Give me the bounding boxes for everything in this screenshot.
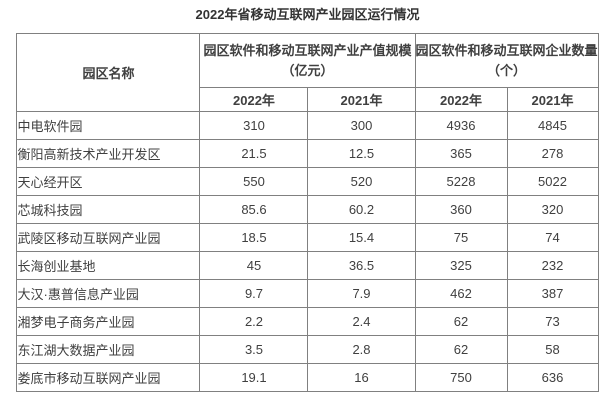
value-cell: 2.2 [199,307,309,336]
value-cell: 36.5 [307,251,416,280]
value-cell: 5022 [506,167,599,196]
table-row: 东江湖大数据产业园 3.5 2.8 62 58 [16,335,599,364]
value-cell: 360 [414,195,508,224]
value-cell: 45 [199,251,309,280]
value-cell: 85.6 [199,195,309,224]
park-name-cell: 芯城科技园 [16,195,201,224]
park-name-cell: 大汉·惠普信息产业园 [16,279,201,308]
value-cell: 320 [506,195,599,224]
header-year-count-2021: 2021年 [506,87,599,112]
header-year-row: 2022年 2021年 2022年 2021年 [17,87,599,112]
table-row: 中电软件园 310 300 4936 4845 [16,111,599,140]
page-title: 2022年省移动互联网产业园区运行情况 [195,7,420,22]
value-cell: 4845 [506,111,599,140]
park-name-cell: 武陵区移动互联网产业园 [16,223,201,252]
park-name-cell: 湘梦电子商务产业园 [16,307,201,336]
table-row: 天心经开区 550 520 5228 5022 [16,167,599,196]
value-cell: 520 [307,167,416,196]
header-enterprise-count-group: 园区软件和移动互联网企业数量（个） [414,33,599,88]
header-year-output-2021: 2021年 [307,87,416,112]
value-cell: 21.5 [199,139,309,168]
value-cell: 15.4 [307,223,416,252]
value-cell: 2.4 [307,307,416,336]
value-cell: 750 [414,363,508,392]
parks-table: 园区名称 园区软件和移动互联网产业产值规模（亿元） 园区软件和移动互联网企业数量… [16,33,599,392]
park-name-cell: 中电软件园 [16,111,201,140]
table-row: 大汉·惠普信息产业园 9.7 7.9 462 387 [16,279,599,308]
table-row: 衡阳高新技术产业开发区 21.5 12.5 365 278 [16,139,599,168]
value-cell: 73 [506,307,599,336]
value-cell: 636 [506,363,599,392]
value-cell: 325 [414,251,508,280]
value-cell: 310 [199,111,309,140]
value-cell: 7.9 [307,279,416,308]
value-cell: 62 [414,335,508,364]
header-year-count-2022: 2022年 [414,87,508,112]
park-name-cell: 衡阳高新技术产业开发区 [16,139,201,168]
value-cell: 365 [414,139,508,168]
table-row: 湘梦电子商务产业园 2.2 2.4 62 73 [16,307,599,336]
value-cell: 75 [414,223,508,252]
table-row: 娄底市移动互联网产业园 19.1 16 750 636 [16,363,599,392]
value-cell: 9.7 [199,279,309,308]
header-output-value-group: 园区软件和移动互联网产业产值规模（亿元） [199,33,416,88]
value-cell: 3.5 [199,335,309,364]
value-cell: 62 [414,307,508,336]
value-cell: 4936 [414,111,508,140]
value-cell: 74 [506,223,599,252]
value-cell: 5228 [414,167,508,196]
value-cell: 16 [307,363,416,392]
header-group-row: 园区名称 园区软件和移动互联网产业产值规模（亿元） 园区软件和移动互联网企业数量… [16,33,599,112]
value-cell: 550 [199,167,309,196]
park-name-cell: 天心经开区 [16,167,201,196]
table-row: 芯城科技园 85.6 60.2 360 320 [16,195,599,224]
value-cell: 278 [506,139,599,168]
value-cell: 387 [506,279,599,308]
park-name-cell: 长海创业基地 [16,251,201,280]
value-cell: 12.5 [307,139,416,168]
table-row: 长海创业基地 45 36.5 325 232 [16,251,599,280]
value-cell: 462 [414,279,508,308]
header-year-output-2022: 2022年 [199,87,309,112]
value-cell: 2.8 [307,335,416,364]
value-cell: 19.1 [199,363,309,392]
value-cell: 58 [506,335,599,364]
value-cell: 18.5 [199,223,309,252]
value-cell: 300 [307,111,416,140]
park-name-cell: 东江湖大数据产业园 [16,335,201,364]
value-cell: 60.2 [307,195,416,224]
table-row: 武陵区移动互联网产业园 18.5 15.4 75 74 [16,223,599,252]
table-body: 中电软件园 310 300 4936 4845 衡阳高新技术产业开发区 21.5 12.5 36… [16,111,599,392]
table-header: 园区名称 园区软件和移动互联网产业产值规模（亿元） 园区软件和移动互联网企业数量… [16,33,599,112]
header-park-name: 园区名称 [16,33,201,112]
value-cell: 232 [506,251,599,280]
park-name-cell: 娄底市移动互联网产业园 [16,363,201,392]
